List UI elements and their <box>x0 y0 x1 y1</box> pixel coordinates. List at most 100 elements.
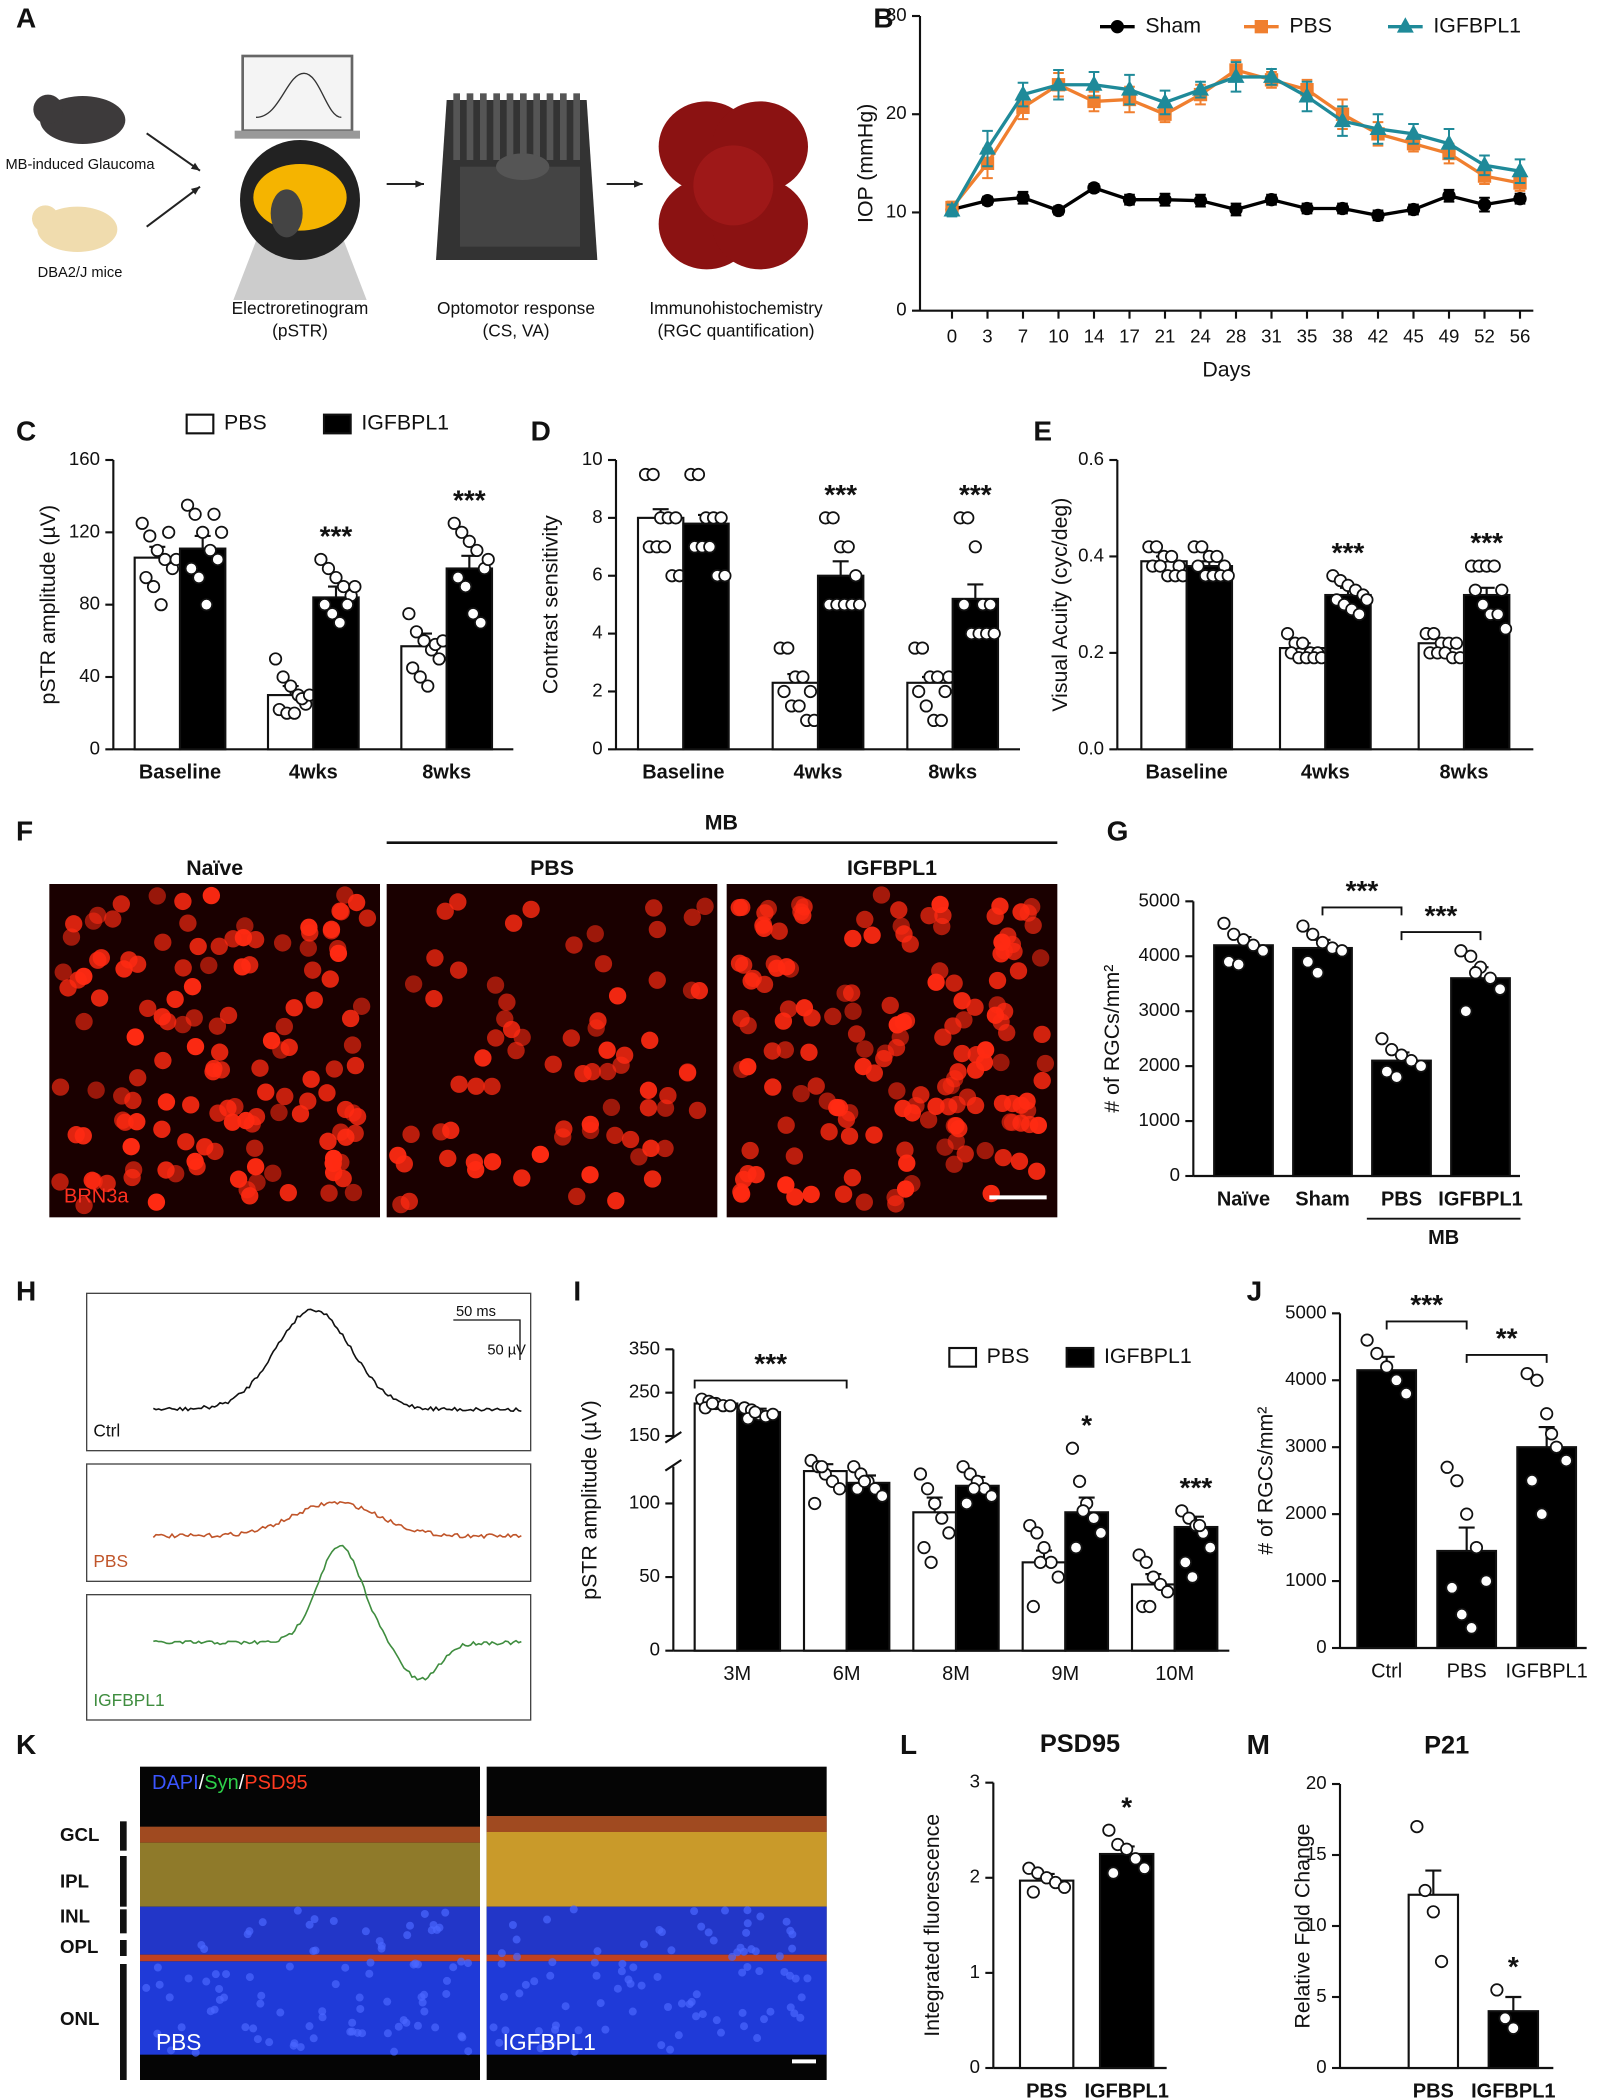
data-point <box>1469 966 1483 980</box>
data-point <box>276 670 290 684</box>
nucleus <box>760 2015 769 2024</box>
cell-nucleus <box>993 1094 1012 1113</box>
marker <box>1014 85 1032 101</box>
significance: *** <box>754 1348 787 1379</box>
data-point <box>1296 636 1310 650</box>
data-point <box>915 641 930 655</box>
x-tick-label: 52 <box>1474 325 1495 346</box>
cell-nucleus <box>855 1193 873 1211</box>
x-tick-label: 8wks <box>1440 762 1489 784</box>
nucleus <box>738 1968 747 1977</box>
data-point <box>199 598 214 612</box>
cell-nucleus <box>209 1104 227 1122</box>
retina-center <box>693 145 774 226</box>
data-point <box>1065 1441 1080 1455</box>
cell-nucleus <box>51 1173 69 1191</box>
data-point <box>1434 1954 1449 1969</box>
y-tick-label: 80 <box>79 593 100 614</box>
trace-label: Ctrl <box>93 1421 120 1441</box>
significance-bracket <box>1400 931 1482 941</box>
y-tick-label: 0.0 <box>1078 737 1104 758</box>
cell-nucleus <box>154 1051 172 1070</box>
cell-nucleus <box>1028 1162 1046 1180</box>
y-tick-label: 2000 <box>1285 1502 1327 1523</box>
arrow-head <box>634 180 643 188</box>
nucleus <box>743 1919 752 1928</box>
marker <box>1110 19 1124 34</box>
cell-nucleus <box>630 1148 648 1166</box>
step-detail: (CS, VA) <box>482 321 549 341</box>
cell-nucleus <box>157 1093 176 1111</box>
marker <box>1156 93 1174 109</box>
cell-nucleus <box>947 1117 965 1135</box>
nucleus <box>432 1925 441 1934</box>
data-point <box>1178 1555 1192 1569</box>
panel-label: B <box>873 2 893 33</box>
cell-nucleus <box>995 1002 1014 1021</box>
x-tick-label: 45 <box>1403 325 1424 346</box>
cell-nucleus <box>554 1128 572 1146</box>
y-tick-label: 0 <box>90 737 100 758</box>
legend-swatch <box>185 413 215 435</box>
om-mouse <box>496 153 550 180</box>
cell-nucleus <box>436 902 454 920</box>
nucleus <box>628 2007 637 2016</box>
data-point <box>1454 944 1468 958</box>
cell-nucleus <box>927 1097 945 1115</box>
cell-nucleus <box>953 992 971 1010</box>
data-point <box>1426 1905 1440 1919</box>
data-point <box>777 684 791 699</box>
nucleus <box>411 1959 420 1968</box>
cell-nucleus <box>1010 1152 1029 1170</box>
legend-swatch <box>322 413 352 435</box>
nucleus <box>348 2018 357 2027</box>
axis-break <box>664 1459 682 1472</box>
cell-nucleus <box>200 956 218 975</box>
data-point <box>957 598 971 612</box>
cell-nucleus <box>581 1166 599 1184</box>
x-tick-label: Baseline <box>642 762 724 784</box>
nucleus <box>547 2039 556 2048</box>
marker <box>1158 193 1172 207</box>
panel-label: K <box>16 1729 36 1760</box>
data-point <box>703 540 717 554</box>
x-tick-label: 38 <box>1332 325 1353 346</box>
cell-nucleus <box>936 1138 954 1156</box>
cell-nucleus <box>241 1187 259 1205</box>
cell-nucleus <box>147 1193 166 1211</box>
data-point <box>451 570 465 585</box>
y-tick-label: 10 <box>1306 1914 1327 1935</box>
bar <box>682 522 730 751</box>
data-point <box>146 579 161 594</box>
data-point <box>1315 935 1330 950</box>
panel-label: D <box>531 416 551 447</box>
significance-bracket <box>1385 1320 1468 1330</box>
cell-nucleus <box>318 1084 336 1102</box>
cell-nucleus <box>795 999 814 1017</box>
y-tick-label: 2000 <box>1138 1054 1180 1075</box>
data-point <box>150 543 164 558</box>
data-point <box>214 525 229 539</box>
data-point <box>447 516 461 530</box>
nucleus <box>728 1952 737 1961</box>
cell-nucleus <box>875 1049 893 1068</box>
cell-nucleus <box>777 1116 795 1134</box>
nucleus <box>318 2013 327 2022</box>
marker <box>1298 87 1316 103</box>
cell-nucleus <box>334 1169 352 1188</box>
nucleus <box>677 1999 686 2008</box>
data-point <box>318 598 332 612</box>
bar <box>1292 946 1353 1178</box>
nucleus <box>305 2022 314 2031</box>
cell-nucleus <box>504 914 523 932</box>
data-point <box>968 540 982 554</box>
data-point <box>432 652 446 666</box>
nucleus <box>570 2047 579 2056</box>
cell-nucleus <box>241 956 259 974</box>
data-point <box>481 552 495 567</box>
x-tick-label: 17 <box>1119 325 1140 346</box>
data-point <box>1427 627 1441 641</box>
cell-nucleus <box>828 1098 846 1117</box>
data-point <box>930 670 945 684</box>
